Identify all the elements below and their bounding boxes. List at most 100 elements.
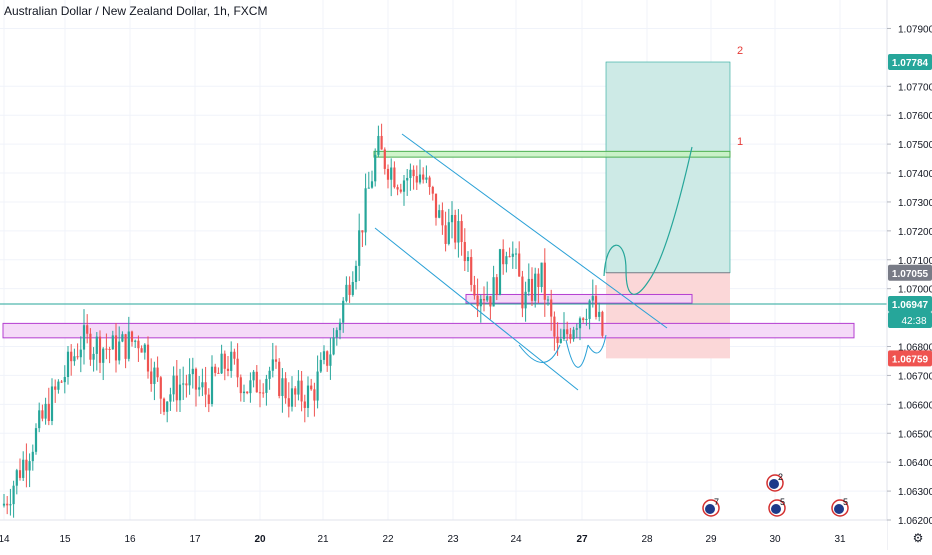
- candle-body: [345, 284, 348, 301]
- candle-body: [383, 149, 386, 169]
- candle-body: [166, 401, 169, 412]
- candle-body: [105, 348, 108, 350]
- candle-body: [585, 318, 588, 321]
- date-tick-label: 29: [705, 534, 717, 545]
- candle-body: [114, 335, 118, 361]
- candle-body: [342, 300, 345, 323]
- candle-body: [505, 256, 508, 265]
- candle-body: [466, 257, 470, 262]
- candle-body: [175, 375, 178, 401]
- date-tick-label: 28: [641, 534, 653, 545]
- candle-body: [230, 351, 233, 371]
- candle-body: [463, 242, 466, 262]
- candle-body: [140, 348, 143, 353]
- price-tick-label: 1.07000: [898, 285, 932, 296]
- candle-body: [274, 359, 278, 362]
- candle-body: [249, 380, 252, 394]
- current-price-badge-bg: [888, 296, 932, 313]
- candle-body: [111, 335, 114, 350]
- candle-body: [415, 176, 418, 183]
- candle-body: [386, 168, 390, 180]
- date-tick-label: 14: [0, 534, 10, 545]
- price-tick-label: 1.06300: [898, 487, 932, 498]
- candle-body: [60, 381, 63, 383]
- profit-zone: [605, 61, 731, 274]
- candle-body: [470, 257, 473, 285]
- candle-body: [562, 329, 566, 339]
- candle-body: [28, 461, 31, 471]
- candle-body: [239, 377, 242, 394]
- candle-body: [246, 391, 249, 394]
- target-price-badge-bg: [888, 53, 932, 70]
- candle-body: [38, 410, 41, 429]
- candle-body: [418, 174, 422, 183]
- candle-body: [316, 371, 319, 401]
- date-tick-label: 20: [254, 534, 266, 545]
- price-tick-label: 1.07700: [898, 82, 932, 93]
- candle-body: [300, 380, 303, 402]
- candle-body: [236, 358, 239, 378]
- candle-body: [252, 371, 255, 381]
- candle-body: [354, 265, 358, 283]
- candle-body: [588, 300, 591, 319]
- candle-body: [518, 253, 521, 277]
- price-tick-label: 1.06200: [898, 516, 932, 527]
- candle-body: [578, 318, 582, 329]
- candle-body: [306, 385, 310, 408]
- candle-body: [271, 359, 274, 371]
- candle-body: [9, 504, 12, 506]
- candle-body: [169, 394, 172, 402]
- date-tick-label: 24: [510, 534, 522, 545]
- stop-price-badge-bg: [888, 350, 932, 367]
- pattern-curve-mid: [565, 339, 589, 368]
- target-price-badge: 1.07784: [892, 58, 929, 69]
- candle-body: [396, 187, 399, 190]
- candle-body: [98, 336, 102, 363]
- candle-body: [450, 214, 454, 223]
- chart-title: Australian Dollar / New Zealand Dollar, …: [4, 4, 268, 18]
- candle-body: [34, 428, 38, 452]
- date-tick-label: 23: [447, 534, 459, 545]
- candle-body: [108, 348, 111, 350]
- candle-body: [66, 351, 70, 377]
- candle-body: [47, 403, 50, 421]
- candle-body: [255, 371, 258, 393]
- candle-body: [258, 392, 262, 394]
- candle-body: [543, 262, 546, 300]
- candle-body: [476, 295, 479, 307]
- candle-body: [294, 388, 297, 395]
- event-count: 2: [778, 472, 783, 482]
- candle-body: [412, 169, 415, 177]
- candle-body: [207, 394, 210, 404]
- candle-body: [377, 135, 380, 155]
- candle-body: [2, 503, 6, 506]
- price-tick-label: 1.07300: [898, 198, 932, 209]
- candle-body: [118, 341, 121, 361]
- candle-body: [287, 398, 290, 407]
- price-tick-label: 1.06600: [898, 400, 932, 411]
- candle-body: [495, 277, 498, 295]
- price-tick-label: 1.07200: [898, 227, 932, 238]
- candle-body: [226, 368, 230, 371]
- candle-body: [390, 167, 393, 180]
- badges-layer: 1.07784 1.07055 1.06947 42:38 1.06759: [888, 53, 932, 367]
- zone-support-resistance: [2, 322, 855, 339]
- candle-body: [31, 451, 34, 462]
- candle-body: [348, 284, 351, 295]
- candle-body: [159, 377, 162, 399]
- loss-zone: [606, 272, 730, 359]
- candle-body: [374, 154, 377, 182]
- candle-body: [594, 296, 598, 317]
- date-tick-label: 16: [124, 534, 136, 545]
- price-tick-label: 1.06800: [898, 343, 932, 354]
- candle-body: [242, 391, 246, 394]
- candle-body: [153, 367, 156, 384]
- candle-body: [438, 210, 441, 218]
- candle-body: [210, 366, 214, 404]
- candle-body: [454, 214, 457, 243]
- candle-body: [127, 331, 130, 359]
- candle-body: [265, 378, 268, 393]
- candle-body: [566, 329, 569, 335]
